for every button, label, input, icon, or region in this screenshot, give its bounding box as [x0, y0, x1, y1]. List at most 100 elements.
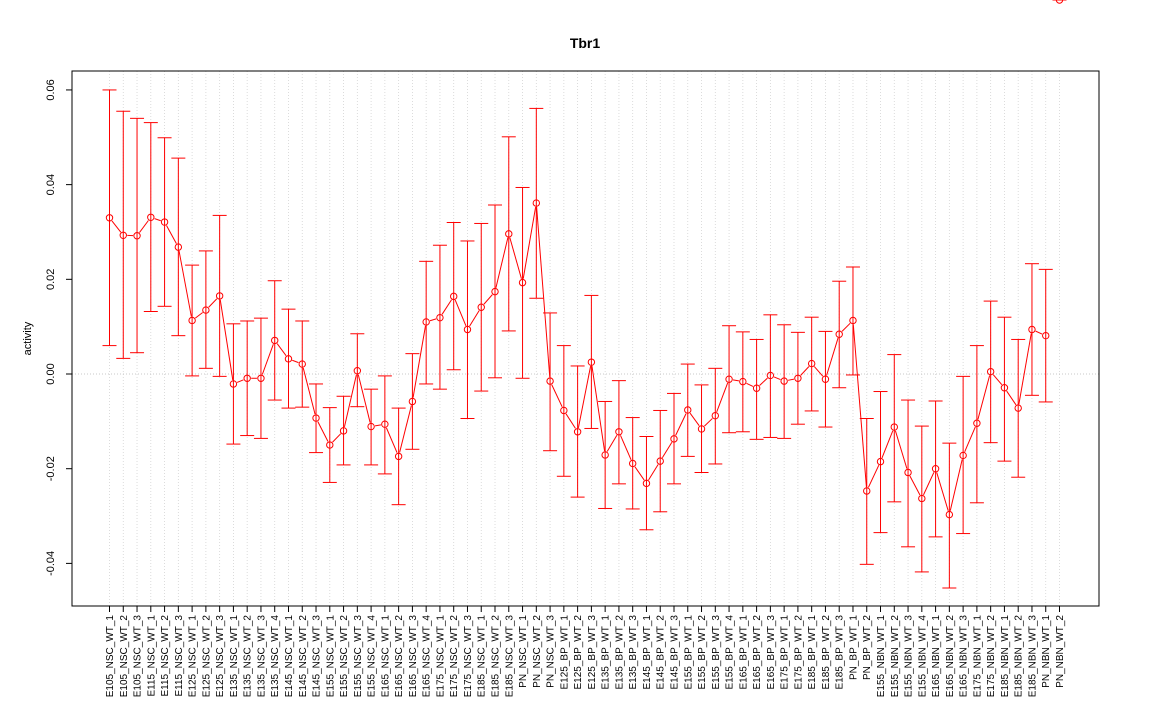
x-tick-label: E175_NBN_WT_1 — [972, 615, 983, 698]
error-bar — [694, 384, 709, 473]
x-tick-label: E135_NSC_WT_1 — [229, 615, 240, 698]
x-tick-label: E185_NBN_WT_2 — [1014, 615, 1025, 698]
line-segment — [302, 367, 316, 415]
line-segment — [565, 413, 576, 429]
line-segment — [923, 472, 935, 496]
chart-title: Tbr1 — [570, 35, 601, 51]
line-segment — [867, 465, 880, 488]
x-tick-label: E185_BP_WT_1 — [807, 615, 818, 690]
x-tick-label: E135_BP_WT_3 — [628, 615, 639, 690]
x-tick-label: E175_NSC_WT_1 — [435, 615, 446, 698]
error-bar — [171, 157, 186, 337]
error-bar — [639, 436, 654, 531]
data-point — [849, 316, 857, 325]
x-tick-label: E175_NSC_WT_2 — [449, 615, 460, 698]
line-segment — [675, 413, 687, 436]
line-segment — [620, 435, 632, 461]
grid-lines — [109, 71, 1060, 606]
data-point — [656, 457, 664, 465]
line-segment — [977, 375, 991, 420]
error-bar — [364, 388, 379, 466]
x-tick-label: E145_BP_WT_1 — [642, 615, 653, 690]
line-segment — [591, 366, 606, 452]
error-bar — [818, 330, 833, 428]
line-segment — [357, 374, 371, 423]
data-point — [986, 367, 995, 376]
error-bar — [405, 353, 420, 450]
error-bar — [722, 325, 737, 434]
data-point — [587, 358, 596, 366]
series-line — [111, 206, 1043, 511]
data-point — [890, 423, 898, 431]
x-tick-label: PN_NBN_WT_2 — [1055, 615, 1066, 688]
x-tick-label: E135_BP_WT_1 — [601, 615, 612, 690]
x-tick-label: E165_NBN_WT_1 — [931, 615, 942, 698]
line-segment — [236, 379, 244, 383]
x-tick-label: E125_BP_WT_3 — [587, 615, 598, 690]
x-tick-label: E155_NSC_WT_1 — [325, 615, 336, 698]
x-tick-label: E105_NSC_WT_2 — [119, 615, 130, 698]
x-tick-label: E115_NSC_WT_1 — [146, 615, 157, 697]
data-point — [147, 213, 155, 221]
data-point — [1000, 384, 1009, 392]
data-point — [546, 377, 554, 385]
error-bar — [143, 122, 158, 313]
data-point — [684, 406, 692, 414]
error-bar — [928, 400, 943, 538]
data-point — [243, 374, 251, 382]
x-axis: E105_NSC_WT_1 E105_NSC_WT_2 E105_NSC_WT_3 E… — [105, 606, 1066, 697]
error-bar — [281, 308, 296, 409]
x-tick-label: E165_NSC_WT_3 — [408, 615, 419, 698]
data-point — [119, 231, 127, 239]
error-bar — [763, 314, 778, 438]
error-bar — [914, 425, 929, 573]
x-tick-label: E155_NBN_WT_4 — [917, 615, 928, 698]
error-bar — [488, 204, 503, 379]
data-point — [353, 366, 362, 375]
error-bar — [267, 280, 282, 401]
error-bar — [680, 363, 695, 457]
data-point — [876, 457, 885, 466]
line-segment — [800, 366, 810, 376]
line-segment — [166, 225, 177, 244]
x-tick-label: E125_BP_WT_1 — [559, 615, 570, 690]
x-tick-label: E115_NSC_WT_2 — [160, 615, 171, 697]
x-tick-label: E125_NSC_WT_2 — [201, 615, 212, 698]
data-point — [1028, 325, 1036, 334]
data-point — [174, 243, 183, 251]
data-point — [959, 451, 967, 460]
data-point — [105, 214, 114, 222]
x-tick-label: E155_BP_WT_4 — [725, 615, 736, 690]
data-point — [408, 397, 417, 406]
error-bar — [845, 266, 860, 376]
error-bar — [873, 391, 888, 534]
x-tick-label: E185_NSC_WT_2 — [491, 615, 502, 698]
error-bar — [653, 409, 668, 513]
data-point — [794, 374, 802, 382]
error-bar — [336, 395, 351, 466]
x-tick-label: E155_BP_WT_1 — [683, 615, 694, 690]
line-segment — [841, 322, 851, 332]
error-bar — [598, 400, 613, 509]
line-segment — [536, 207, 551, 378]
error-bar — [1011, 338, 1026, 478]
error-bar — [350, 333, 365, 408]
error-bar — [887, 354, 902, 503]
y-tick-label: 0.06 — [45, 79, 57, 100]
line-segment — [577, 365, 592, 428]
x-tick-label: E185_NSC_WT_1 — [477, 615, 488, 698]
error-bars — [102, 0, 1067, 589]
error-bar — [708, 367, 723, 465]
line-segment — [332, 433, 342, 443]
data-point — [931, 464, 940, 473]
error-bar — [1038, 268, 1053, 403]
x-tick-label: E145_BP_WT_2 — [656, 615, 667, 690]
error-bar — [777, 324, 792, 439]
x-tick-label: E185_BP_WT_2 — [821, 615, 832, 690]
line-segment — [732, 379, 739, 382]
data-point — [835, 330, 843, 338]
line-segment — [759, 377, 768, 386]
error-bar — [956, 375, 971, 535]
error-bar — [226, 323, 241, 445]
line-segment — [139, 220, 149, 233]
